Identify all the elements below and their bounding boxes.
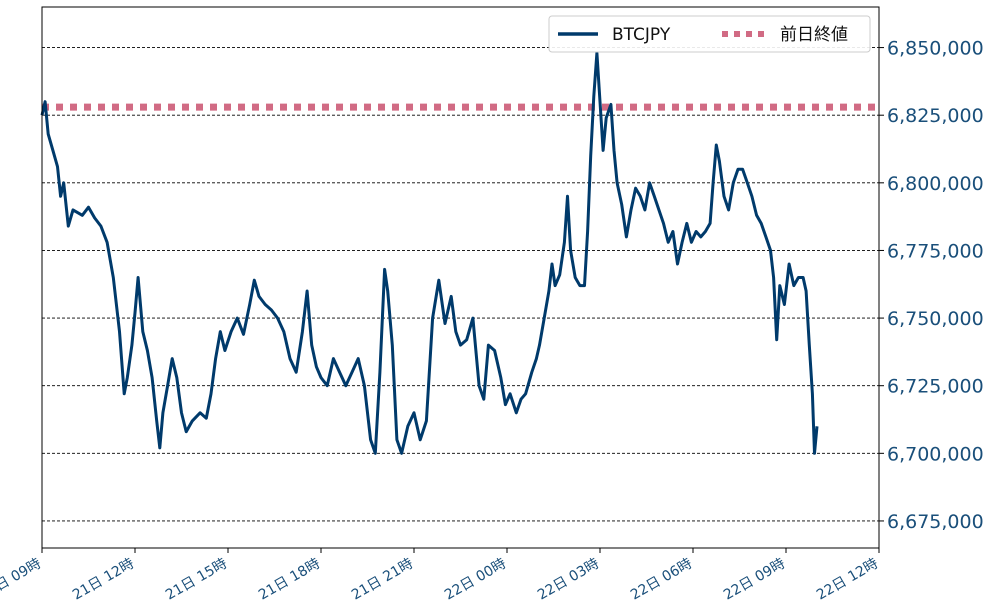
- x-tick-label: 22日 03時: [535, 556, 602, 604]
- gridlines: [42, 47, 879, 522]
- x-tick-label: 22日 12時: [814, 556, 881, 604]
- x-tick-label: 21日 09時: [0, 556, 44, 604]
- y-tick-label: 6,825,000: [887, 105, 984, 127]
- chart-series: [40, 51, 879, 455]
- x-axis: 21日 09時 21日 12時 21日 15時 21日 18時 21日 21時 22日 0…: [0, 548, 881, 604]
- y-axis: 6,675,000 6,700,000 6,725,000 6,750,000 6,77…: [879, 38, 984, 533]
- y-tick-label: 6,700,000: [887, 443, 984, 465]
- btcjpy-line: [40, 51, 819, 455]
- x-tick-label: 21日 12時: [70, 556, 137, 604]
- x-tick-label: 22日 00時: [442, 556, 509, 604]
- legend-label-prev-close: 前日終値: [780, 25, 848, 45]
- legend-label-btcjpy: BTCJPY: [612, 25, 671, 45]
- y-tick-label: 6,775,000: [887, 240, 984, 262]
- y-tick-label: 6,675,000: [887, 511, 984, 533]
- y-tick-label: 6,800,000: [887, 173, 984, 195]
- legend-box: [548, 15, 871, 53]
- x-tick-label: 22日 09時: [721, 556, 788, 604]
- x-tick-label: 21日 18時: [256, 556, 323, 604]
- legend: BTCJPY 前日終値: [548, 15, 871, 53]
- x-tick-label: 21日 15時: [163, 556, 230, 604]
- plot-frame: [41, 6, 880, 549]
- x-tick-label: 22日 06時: [628, 556, 695, 604]
- x-tick-label: 21日 21時: [349, 556, 416, 604]
- y-tick-label: 6,725,000: [887, 376, 984, 398]
- y-tick-label: 6,850,000: [887, 38, 984, 60]
- y-tick-label: 6,750,000: [887, 308, 984, 330]
